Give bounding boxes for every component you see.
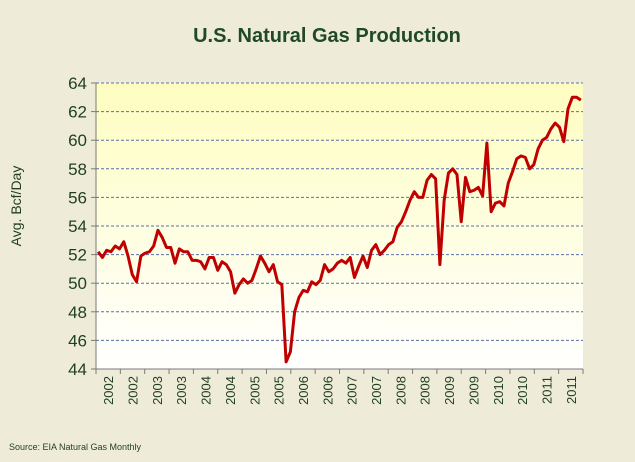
x-tick-label: 2007: [345, 376, 360, 405]
y-tick-label: 52: [68, 246, 87, 265]
x-tick-label: 2004: [199, 376, 214, 405]
x-tick-label: 2010: [515, 376, 530, 405]
source-note: Source: EIA Natural Gas Monthly: [9, 442, 142, 452]
x-tick-label: 2003: [174, 376, 189, 405]
series-line-production: [96, 95, 582, 364]
x-tick-label: 2008: [393, 376, 408, 405]
x-tick-label: 2005: [247, 376, 262, 405]
y-tick-label: 62: [68, 103, 87, 122]
x-tick-label: 2007: [369, 376, 384, 405]
y-tick-label: 44: [68, 360, 87, 379]
plot-area: [96, 83, 583, 369]
y-tick-label: 56: [68, 188, 87, 207]
x-tick-label: 2004: [223, 376, 238, 405]
y-tick-label: 46: [68, 331, 87, 350]
x-tick-label: 2003: [150, 376, 165, 405]
x-axis-ticks: 2002 2002 2003 2003 2004 2004 2005 2005 2006 2006…: [95, 369, 584, 405]
x-tick-label: 2006: [320, 376, 335, 405]
y-tick-label: 60: [68, 131, 87, 150]
x-tick-label: 2011: [564, 376, 579, 404]
y-axis-ticks: 44 46 48 50 52 54 56 58 60 62 64: [68, 74, 96, 379]
y-tick-label: 58: [68, 160, 87, 179]
x-tick-label: 2006: [296, 376, 311, 405]
x-tick-label: 2009: [466, 376, 481, 405]
x-tick-label: 2005: [272, 376, 287, 405]
x-tick-label: 2002: [101, 376, 116, 405]
chart-title: U.S. Natural Gas Production: [193, 25, 461, 47]
y-tick-label: 64: [68, 74, 87, 93]
y-tick-label: 54: [68, 217, 87, 236]
x-tick-label: 2009: [442, 376, 457, 405]
x-tick-label: 2008: [418, 376, 433, 405]
y-tick-label: 50: [68, 274, 87, 293]
x-tick-label: 2002: [126, 376, 141, 405]
x-tick-label: 2010: [491, 376, 506, 405]
y-tick-label: 48: [68, 303, 87, 322]
x-tick-label: 2011: [539, 376, 554, 404]
y-axis-label: Avg. Bcf/Day: [8, 166, 24, 247]
